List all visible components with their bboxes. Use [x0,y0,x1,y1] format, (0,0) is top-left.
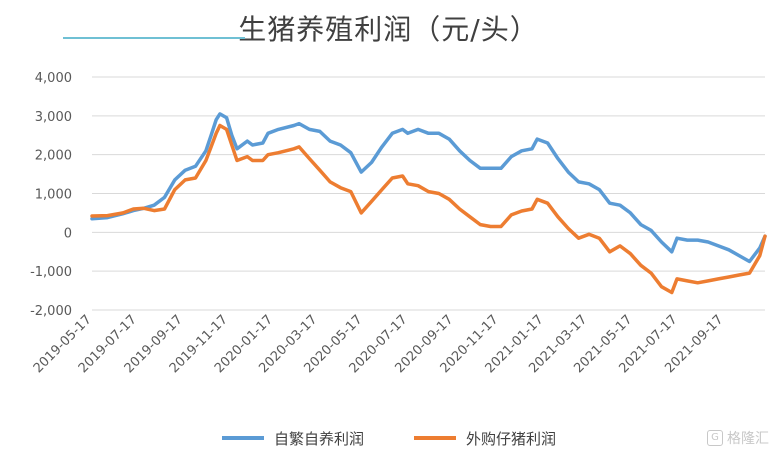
data-series [90,112,767,295]
series-line-self-breeding [90,112,767,264]
chart-title: 生猪养殖利润（元/头） [0,8,777,48]
chart-title-text: 生猪养殖利润（元/头） [238,13,539,46]
y-tick-label: 1,000 [35,188,72,203]
y-tick-label: 0 [64,226,72,241]
y-tick-label: 4,000 [35,71,72,86]
y-tick-label: -2,000 [30,304,72,319]
watermark-logo-icon: G [707,430,723,446]
y-tick-label: 2,000 [35,149,72,164]
legend: 自繁自养利润 外购仔猪利润 [222,430,556,448]
x-axis-tick-labels: 2019-05-172019-07-172019-09-172019-11-17… [31,312,727,376]
watermark: G 格隆汇 [707,428,769,448]
y-tick-label: 3,000 [35,110,72,125]
y-tick-label: -1,000 [30,265,72,280]
series-line-purchased-piglets [90,123,767,295]
legend-label: 外购仔猪利润 [466,430,556,448]
watermark-text: 格隆汇 [727,431,769,447]
y-axis-tick-labels: 4,000 3,000 2,000 1,000 0 -1,000 -2,000 [30,71,72,319]
grid-lines [92,76,765,311]
legend-label: 自繁自养利润 [274,430,364,448]
